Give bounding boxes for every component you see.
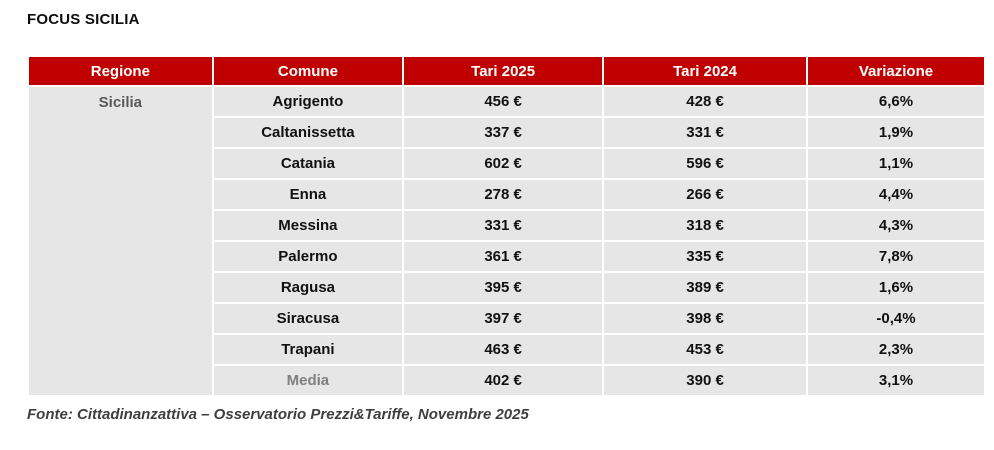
comune-cell: Palermo — [211, 240, 405, 273]
variazione-cell: 7,8% — [805, 240, 987, 273]
tari-2025-cell: 331 € — [402, 209, 605, 242]
tari-2024-cell: 389 € — [602, 271, 808, 304]
source-line: Fonte: Cittadinanzattiva – Osservatorio … — [27, 406, 529, 423]
tari-2024-cell: 335 € — [602, 240, 808, 273]
comune-cell: Trapani — [211, 333, 405, 366]
variazione-cell: 4,3% — [805, 209, 987, 242]
table-row: Messina 331 € 318 € 4,3% — [28, 209, 987, 242]
table-row: Catania 602 € 596 € 1,1% — [28, 147, 987, 180]
tari-2025-cell: 602 € — [402, 147, 605, 180]
table-row: Caltanissetta 337 € 331 € 1,9% — [28, 116, 987, 149]
comune-cell: Catania — [211, 147, 405, 180]
tari-2024-cell: 428 € — [602, 85, 808, 118]
table-row: Palermo 361 € 335 € 7,8% — [28, 240, 987, 273]
tari-2024-cell: 398 € — [602, 302, 808, 335]
table-row-media: Media 402 € 390 € 3,1% — [28, 364, 987, 397]
tari-2025-cell: 395 € — [402, 271, 605, 304]
variazione-cell: 6,6% — [805, 85, 987, 118]
tari-2024-cell: 596 € — [602, 147, 808, 180]
tari-2024-cell: 318 € — [602, 209, 808, 242]
page: FOCUS SICILIA Regione Comune Tari 2025 T… — [27, 11, 987, 423]
region-cell: Sicilia — [27, 85, 214, 397]
variazione-cell: -0,4% — [805, 302, 987, 335]
table-row: Siracusa 397 € 398 € -0,4% — [28, 302, 987, 335]
page-title: FOCUS SICILIA — [27, 11, 140, 28]
variazione-cell: 1,9% — [805, 116, 987, 149]
variazione-cell: 1,6% — [805, 271, 987, 304]
comune-cell: Caltanissetta — [211, 116, 405, 149]
tari-table: Regione Comune Tari 2025 Tari 2024 Varia… — [27, 55, 987, 397]
tari-2025-cell: 456 € — [402, 85, 605, 118]
comune-cell: Siracusa — [211, 302, 405, 335]
tari-2025-cell: 397 € — [402, 302, 605, 335]
tari-2025-cell: 337 € — [402, 116, 605, 149]
table-row: Sicilia Agrigento 456 € 428 € 6,6% — [27, 85, 987, 397]
variazione-cell: 1,1% — [805, 147, 987, 180]
table-header-row: Regione Comune Tari 2025 Tari 2024 Varia… — [27, 55, 987, 87]
header-tari-2024: Tari 2024 — [602, 55, 808, 87]
tari-2024-cell: 331 € — [602, 116, 808, 149]
tari-2025-cell: 402 € — [402, 364, 605, 397]
tari-2024-cell: 390 € — [602, 364, 808, 397]
tari-2025-cell: 278 € — [402, 178, 605, 211]
tari-2024-cell: 266 € — [602, 178, 808, 211]
variazione-cell: 2,3% — [805, 333, 987, 366]
comune-cell: Media — [211, 364, 405, 397]
header-comune: Comune — [211, 55, 405, 87]
table-row: Enna 278 € 266 € 4,4% — [28, 178, 987, 211]
header-tari-2025: Tari 2025 — [402, 55, 605, 87]
comune-cell: Ragusa — [211, 271, 405, 304]
comune-cell: Agrigento — [211, 85, 405, 118]
comune-cell: Messina — [211, 209, 405, 242]
variazione-cell: 3,1% — [805, 364, 987, 397]
tari-2025-cell: 361 € — [402, 240, 605, 273]
table-row: Trapani 463 € 453 € 2,3% — [28, 333, 987, 366]
tari-2024-cell: 453 € — [602, 333, 808, 366]
comune-cell: Enna — [211, 178, 405, 211]
header-regione: Regione — [27, 55, 214, 87]
variazione-cell: 4,4% — [805, 178, 987, 211]
header-variazione: Variazione — [805, 55, 987, 87]
tari-2025-cell: 463 € — [402, 333, 605, 366]
table-row: Ragusa 395 € 389 € 1,6% — [28, 271, 987, 304]
